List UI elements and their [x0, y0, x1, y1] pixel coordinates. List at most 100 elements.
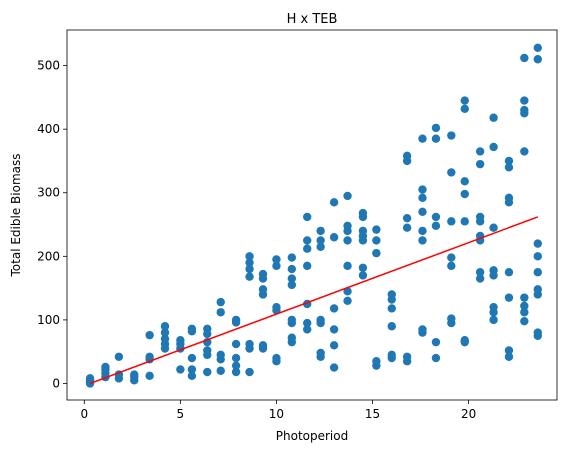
data-point	[533, 252, 542, 261]
data-point	[460, 217, 469, 226]
data-point	[475, 274, 485, 283]
data-point	[176, 336, 185, 345]
data-point	[287, 264, 297, 274]
data-point	[343, 221, 352, 231]
data-point	[203, 324, 212, 333]
data-point	[329, 341, 339, 350]
data-point	[316, 226, 325, 236]
data-point	[343, 261, 352, 271]
data-point	[504, 293, 514, 302]
data-point	[475, 268, 485, 277]
data-point	[303, 325, 312, 334]
data-point	[504, 352, 514, 361]
data-point	[504, 156, 514, 166]
data-point	[176, 365, 185, 374]
trend-line-layer	[89, 216, 539, 385]
data-point	[460, 336, 469, 345]
data-point	[489, 266, 498, 275]
data-point	[216, 366, 225, 375]
data-point	[203, 346, 212, 355]
data-point	[303, 318, 312, 328]
data-point	[489, 315, 498, 325]
data-point	[145, 352, 154, 361]
data-point	[372, 248, 381, 258]
data-point	[418, 226, 427, 236]
data-point	[533, 239, 542, 248]
data-point	[489, 113, 498, 122]
data-point	[475, 212, 485, 222]
data-point	[343, 236, 352, 245]
data-point	[303, 261, 312, 271]
data-point	[402, 151, 412, 161]
data-point	[216, 308, 225, 317]
trend-line	[89, 216, 539, 385]
data-point	[358, 226, 368, 236]
data-point	[316, 236, 325, 245]
data-point	[231, 353, 241, 363]
data-point	[287, 253, 297, 262]
data-point	[431, 221, 441, 231]
data-point	[520, 316, 529, 326]
data-point	[533, 55, 542, 64]
data-point	[447, 261, 456, 271]
data-point	[533, 328, 542, 337]
data-point	[533, 43, 542, 52]
data-point	[245, 258, 254, 267]
data-point	[520, 301, 529, 311]
data-point	[245, 367, 254, 377]
data-point	[431, 337, 441, 347]
data-point	[287, 280, 297, 290]
data-point	[216, 350, 225, 360]
data-point	[272, 302, 281, 312]
data-point	[418, 193, 427, 203]
data-point	[460, 189, 469, 199]
data-point	[418, 236, 427, 245]
data-point	[431, 134, 441, 143]
data-point	[272, 261, 281, 271]
data-point	[372, 225, 381, 234]
data-point	[101, 362, 110, 372]
y-tick-label: 500	[37, 59, 60, 73]
data-point	[187, 365, 197, 374]
data-point	[303, 212, 312, 222]
data-point	[287, 315, 297, 325]
data-point	[316, 348, 325, 358]
data-point	[358, 263, 368, 272]
data-point	[387, 304, 396, 313]
data-point	[520, 105, 529, 115]
data-point	[387, 322, 396, 331]
plot-frame	[66, 29, 558, 401]
data-point	[187, 371, 197, 381]
data-point	[329, 325, 339, 334]
data-point	[245, 264, 254, 274]
data-point	[160, 334, 170, 344]
data-point	[504, 193, 514, 203]
data-point	[418, 207, 427, 217]
data-point	[418, 134, 427, 143]
data-point	[475, 147, 485, 156]
data-point	[303, 244, 312, 253]
data-point	[520, 293, 529, 302]
data-point	[258, 285, 268, 294]
data-point	[418, 185, 427, 194]
data-point	[358, 271, 368, 280]
data-point	[303, 236, 312, 245]
data-point	[460, 96, 469, 105]
x-tick-label: 20	[461, 407, 476, 421]
data-point	[245, 339, 254, 349]
data-point	[520, 147, 529, 156]
data-point	[231, 315, 241, 325]
data-point	[245, 272, 254, 281]
data-point	[258, 341, 268, 350]
data-point	[372, 357, 381, 366]
data-point	[231, 339, 241, 349]
data-point	[489, 142, 498, 152]
data-point	[287, 333, 297, 342]
data-point	[114, 352, 124, 361]
data-point	[316, 315, 325, 325]
data-point	[187, 353, 197, 363]
data-point	[402, 352, 412, 361]
data-point	[504, 268, 514, 277]
x-axis-label: Photoperiod	[276, 429, 348, 443]
